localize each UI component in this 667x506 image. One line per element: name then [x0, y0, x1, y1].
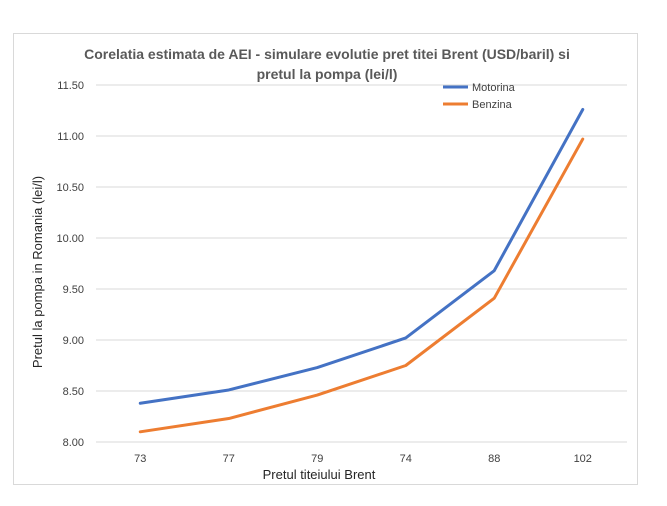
y-tick-label: 10.50 [56, 182, 84, 194]
y-tick-label: 8.00 [63, 437, 84, 449]
y-tick-label: 8.50 [63, 386, 84, 398]
x-tick-label: 102 [574, 453, 592, 465]
x-axis-title: Pretul titeiului Brent [263, 467, 376, 482]
y-tick-label: 9.50 [63, 284, 84, 296]
y-axis-title: Pretul la pompa in Romania (lei/l) [30, 176, 45, 368]
axes: 8.00 8.50 9.00 9.50 10.00 10.50 11.00 11.50 73 77… [56, 80, 591, 465]
legend-label-benzina: Benzina [472, 99, 513, 111]
legend-label-motorina: Motorina [472, 82, 516, 94]
series-line-motorina [138, 107, 585, 405]
chart-container [13, 33, 638, 485]
y-tick-label: 11.00 [57, 131, 84, 143]
x-tick-label: 73 [134, 453, 146, 465]
x-tick-label: 77 [223, 453, 235, 465]
y-tick-label: 10.00 [56, 233, 84, 245]
series-line-benzina [138, 137, 585, 434]
gridlines [96, 84, 627, 443]
y-tick-label: 9.00 [63, 335, 84, 347]
x-tick-label: 88 [488, 453, 500, 465]
chart-title-line-2: pretul la pompa (lei/l) [257, 66, 398, 82]
legend: Motorina Benzina [443, 82, 516, 111]
chart-title-line-1: Corelatia estimata de AEI - simulare evo… [84, 46, 570, 62]
y-tick-label: 11.50 [57, 80, 84, 92]
x-tick-label: 79 [311, 453, 323, 465]
x-tick-label: 74 [400, 453, 412, 465]
series-lines [138, 107, 585, 434]
